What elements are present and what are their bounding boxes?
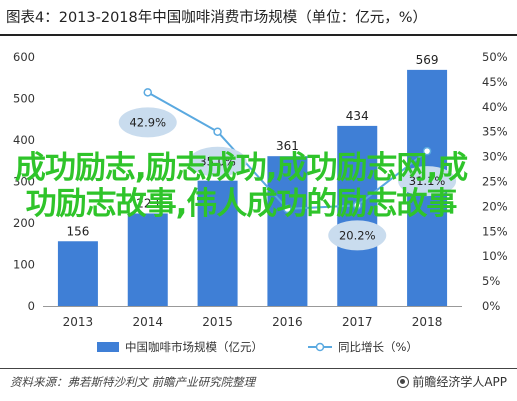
brand-logo-icon (397, 375, 410, 388)
left-tick-label: 0 (28, 299, 35, 313)
bar-series (57, 69, 448, 307)
right-tick-label: 45% (482, 75, 508, 89)
left-tick-label: 600 (13, 50, 35, 64)
legend-label: 同比增长（%） (338, 340, 418, 354)
legend: 中国咖啡市场规模（亿元） 同比增长（%） (97, 340, 418, 354)
bar (337, 125, 378, 306)
right-tick-label: 35% (482, 125, 508, 139)
bar-value-label: 223 (136, 196, 159, 210)
bar-value-label: 569 (416, 53, 439, 67)
bar (267, 156, 308, 306)
x-tick-label: 2017 (342, 315, 373, 329)
right-tick-label: 25% (482, 175, 508, 189)
x-tick-label: 2015 (202, 315, 233, 329)
brand: 前瞻经济学人APP (397, 373, 507, 390)
growth-label-bubble (188, 146, 247, 177)
footer-rule (0, 368, 517, 369)
growth-point (213, 127, 222, 136)
right-tick-label: 50% (482, 50, 508, 64)
growth-point (422, 146, 432, 156)
growth-label-bubble (398, 166, 457, 197)
legend-swatch-marker (315, 342, 325, 352)
growth-point (353, 201, 362, 210)
left-tick-label: 200 (13, 216, 35, 230)
left-axis-ticks: 0 100 200 300 400 500 600 (13, 50, 35, 313)
left-tick-label: 300 (13, 175, 35, 189)
legend-swatch-bar (97, 342, 119, 352)
bar-value-label: 361 (276, 139, 299, 153)
bar-value-label: 434 (346, 109, 369, 123)
right-tick-label: 0% (482, 299, 500, 313)
x-axis-ticks: 2013 2014 2015 2016 2017 2018 (63, 315, 443, 329)
right-tick-label: 10% (482, 249, 508, 263)
right-tick-label: 30% (482, 150, 508, 164)
bar (127, 213, 168, 306)
growth-value-label: 42.9% (129, 115, 166, 129)
x-tick-label: 2014 (132, 315, 163, 329)
x-tick-label: 2018 (412, 315, 443, 329)
chart: 0 100 200 300 400 500 600 0% 5% 10% 15% 20% 25% 30% 3… (13, 50, 508, 354)
x-tick-label: 2013 (63, 315, 94, 329)
right-tick-label: 15% (482, 224, 508, 238)
growth-point (143, 88, 152, 97)
growth-line-series: 42.9% 35.0% 20.2% 31.1% (118, 88, 457, 251)
bar (197, 180, 238, 306)
right-tick-label: 5% (482, 274, 500, 288)
left-tick-label: 500 (13, 92, 35, 106)
bar (57, 241, 98, 306)
growth-value-label: 35.0% (199, 155, 236, 169)
legend-label: 中国咖啡市场规模（亿元） (125, 340, 263, 354)
source-note: 资料来源：弗若斯特沙利文 前瞻产业研究院整理 (10, 375, 256, 389)
growth-label-bubble (328, 220, 387, 251)
brand-label: 前瞻经济学人APP (412, 375, 507, 389)
x-tick-label: 2016 (272, 315, 303, 329)
left-tick-label: 100 (13, 258, 35, 272)
bar-labels: 156 223 361 434 569 (66, 53, 438, 238)
growth-value-label: 20.2% (339, 228, 376, 242)
left-tick-label: 400 (13, 133, 35, 147)
chart-title: 图表4：2013-2018年中国咖啡消费市场规模（单位：亿元，%） (6, 10, 428, 26)
right-tick-label: 20% (482, 199, 508, 213)
right-tick-label: 40% (482, 100, 508, 114)
right-axis-ticks: 0% 5% 10% 15% 20% 25% 30% 35% 40% 45% 50% (482, 50, 508, 313)
bar-value-label: 156 (66, 224, 89, 238)
growth-value-label: 31.1% (409, 174, 446, 188)
title-rule (0, 34, 517, 36)
growth-point (283, 204, 292, 214)
growth-label-bubble (118, 107, 177, 138)
